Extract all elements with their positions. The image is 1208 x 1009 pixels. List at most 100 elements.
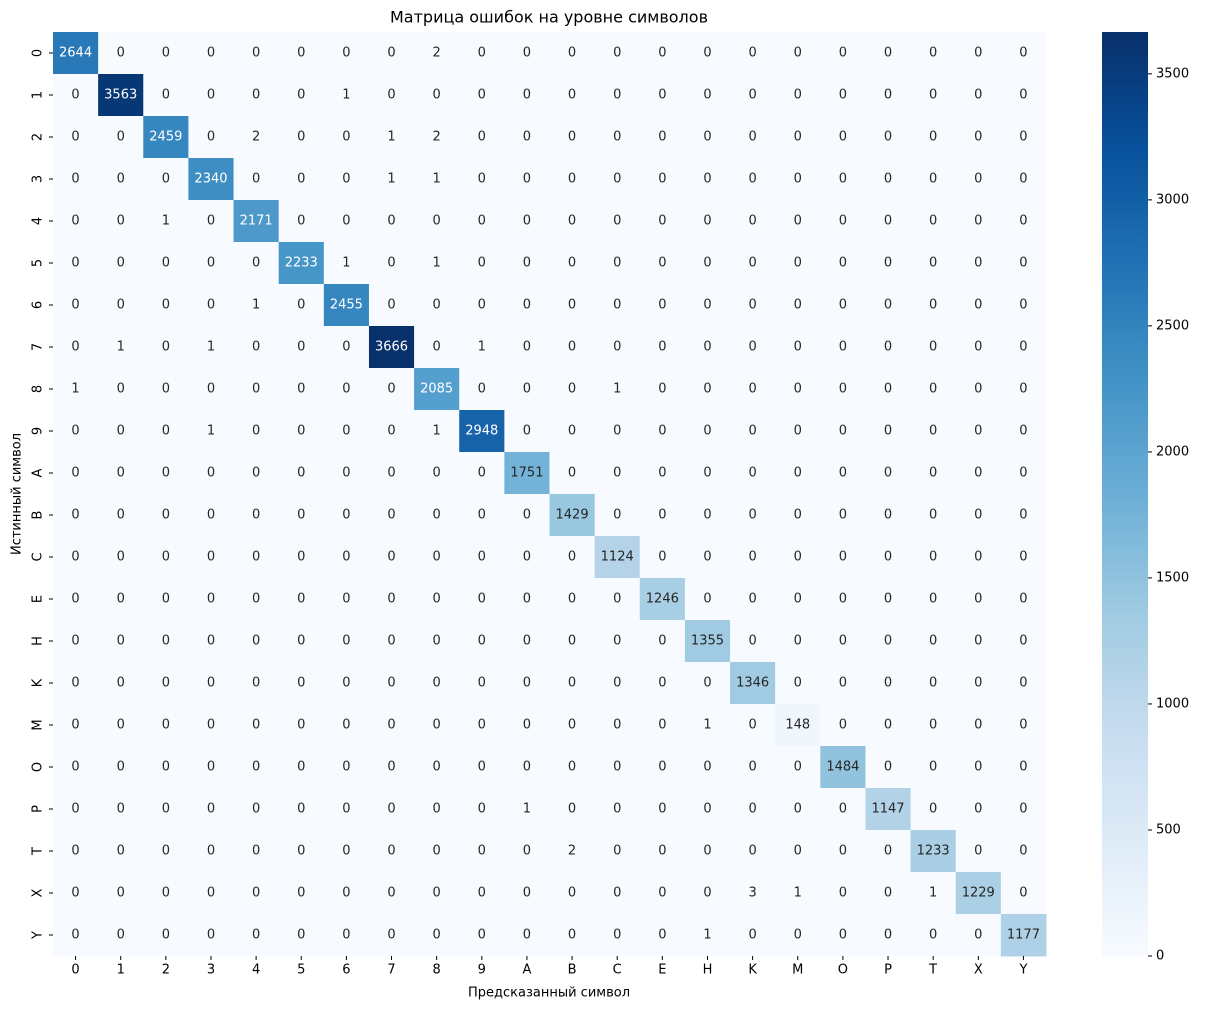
cell-label: 1246 xyxy=(646,592,679,607)
cell-label: 0 xyxy=(433,340,441,355)
heatmap-cell xyxy=(775,620,821,663)
cell-label: 1229 xyxy=(962,886,995,901)
heatmap-cell xyxy=(865,200,912,243)
heatmap-cell xyxy=(188,662,235,705)
heatmap-cell xyxy=(775,368,821,411)
heatmap-cell xyxy=(955,32,1002,75)
cell-label: 0 xyxy=(794,760,802,775)
cell-label: 0 xyxy=(703,424,711,439)
cell-label: 0 xyxy=(703,802,711,817)
cell-label: 2 xyxy=(433,46,441,61)
cell-label: 3666 xyxy=(375,340,408,355)
heatmap-cell xyxy=(368,368,415,411)
cell-label: 1 xyxy=(794,886,802,901)
heatmap-cell xyxy=(865,452,912,495)
heatmap-cell xyxy=(414,536,460,579)
cell-label: 0 xyxy=(252,340,260,355)
cell-label: 0 xyxy=(929,466,937,481)
heatmap-cell xyxy=(278,368,325,411)
cell-label: 1 xyxy=(478,340,486,355)
heatmap-cell xyxy=(820,620,866,663)
cell-label: 1 xyxy=(433,424,441,439)
heatmap-cell xyxy=(775,158,821,201)
x-tick-label: 4 xyxy=(252,963,260,978)
heatmap-cell xyxy=(549,242,596,285)
heatmap-cell xyxy=(549,494,596,537)
cell-label: 0 xyxy=(658,466,666,481)
heatmap-cell xyxy=(368,620,415,663)
heatmap-cell xyxy=(820,74,866,117)
cell-label: 0 xyxy=(478,802,486,817)
heatmap-cell xyxy=(684,578,731,621)
cell-label: 0 xyxy=(658,718,666,733)
cell-label: 0 xyxy=(658,550,666,565)
heatmap-cell xyxy=(368,116,415,159)
heatmap-cell xyxy=(98,746,144,789)
heatmap-cell xyxy=(549,704,596,747)
cell-label: 0 xyxy=(162,46,170,61)
heatmap-cell xyxy=(775,746,821,789)
cell-label: 0 xyxy=(207,802,215,817)
heatmap-cell xyxy=(594,326,641,369)
cell-label: 1 xyxy=(433,256,441,271)
cell-label: 0 xyxy=(974,844,982,859)
cell-label: 0 xyxy=(207,88,215,103)
cell-label: 0 xyxy=(252,550,260,565)
cell-label: 0 xyxy=(658,760,666,775)
heatmap-cell xyxy=(775,578,821,621)
heatmap-cell xyxy=(233,368,280,411)
heatmap-cell xyxy=(1000,704,1047,747)
heatmap-cell xyxy=(910,200,957,243)
cell-label: 0 xyxy=(839,424,847,439)
cell-label: 0 xyxy=(297,844,305,859)
cell-label: 3563 xyxy=(104,88,137,103)
heatmap-cell xyxy=(684,410,731,453)
heatmap-cell xyxy=(730,662,776,705)
heatmap-cell xyxy=(504,662,550,705)
cell-label: 0 xyxy=(929,382,937,397)
cell-label: 0 xyxy=(297,634,305,649)
cell-label: 0 xyxy=(433,676,441,691)
y-tick-label: H xyxy=(31,636,46,646)
heatmap-cell xyxy=(1000,410,1047,453)
cell-label: 0 xyxy=(297,508,305,523)
cell-label: 0 xyxy=(478,676,486,691)
heatmap-cell xyxy=(53,410,99,453)
cell-label: 0 xyxy=(748,214,756,229)
heatmap-cell xyxy=(865,494,912,537)
heatmap-cell xyxy=(955,410,1002,453)
heatmap-cell xyxy=(368,74,415,117)
cell-label: 0 xyxy=(433,760,441,775)
cell-label: 0 xyxy=(658,802,666,817)
heatmap-cell xyxy=(504,74,550,117)
y-tick-label: T xyxy=(31,847,46,856)
x-tick-label: H xyxy=(703,963,713,978)
cell-label: 0 xyxy=(1019,760,1027,775)
heatmap-cell xyxy=(323,704,370,747)
heatmap-cell xyxy=(414,746,460,789)
heatmap-cell xyxy=(368,914,415,957)
cell-label: 0 xyxy=(658,46,666,61)
heatmap-cell xyxy=(684,242,731,285)
x-tick-label: B xyxy=(568,963,577,978)
cell-label: 0 xyxy=(929,172,937,187)
cell-label: 0 xyxy=(207,214,215,229)
heatmap-cell xyxy=(549,620,596,663)
heatmap-cell xyxy=(594,662,641,705)
cell-label: 0 xyxy=(839,928,847,943)
cell-label: 0 xyxy=(162,466,170,481)
cell-label: 0 xyxy=(297,298,305,313)
cell-label: 0 xyxy=(884,214,892,229)
cell-label: 0 xyxy=(1019,550,1027,565)
heatmap-cell xyxy=(639,494,686,537)
heatmap-cell xyxy=(684,872,731,915)
heatmap-cell xyxy=(775,914,821,957)
cell-label: 0 xyxy=(342,466,350,481)
cell-label: 0 xyxy=(523,592,531,607)
cell-label: 0 xyxy=(117,508,125,523)
heatmap-cell xyxy=(414,368,460,411)
heatmap-cell xyxy=(594,620,641,663)
heatmap-cell xyxy=(188,284,235,327)
cell-label: 0 xyxy=(884,928,892,943)
heatmap-cell xyxy=(368,536,415,579)
